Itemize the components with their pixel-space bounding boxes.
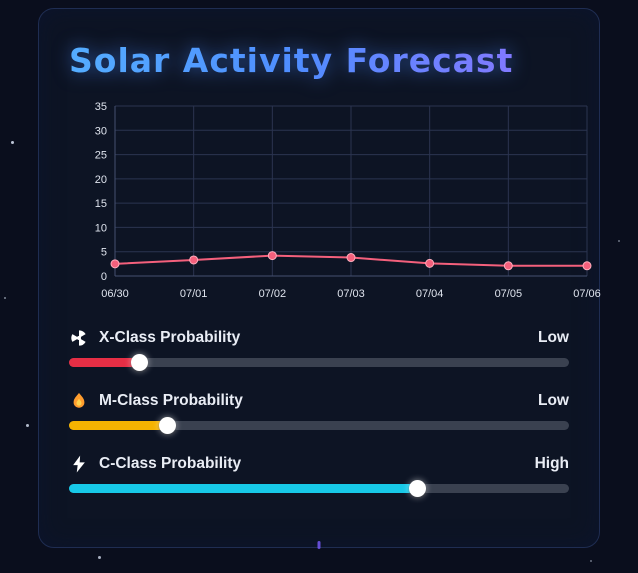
m-class-slider[interactable] bbox=[69, 416, 569, 434]
svg-text:10: 10 bbox=[95, 222, 107, 234]
svg-text:07/03: 07/03 bbox=[337, 288, 365, 300]
star bbox=[618, 240, 620, 242]
svg-text:07/02: 07/02 bbox=[259, 288, 287, 300]
svg-text:30: 30 bbox=[95, 125, 107, 137]
flame-icon bbox=[69, 391, 88, 410]
c-class-slider-fill bbox=[69, 484, 417, 493]
page-title: Solar Activity Forecast bbox=[69, 41, 571, 80]
svg-text:5: 5 bbox=[101, 247, 107, 259]
svg-text:06/30: 06/30 bbox=[101, 288, 129, 300]
svg-text:25: 25 bbox=[95, 150, 107, 162]
solar-forecast-panel: Solar Activity Forecast 0 5 10 15 20 25 30 35 06… bbox=[38, 8, 601, 549]
star bbox=[26, 424, 29, 427]
svg-text:07/06: 07/06 bbox=[573, 288, 601, 300]
m-class-slider-fill bbox=[69, 421, 167, 430]
c-class-slider-thumb[interactable] bbox=[408, 479, 426, 497]
svg-text:20: 20 bbox=[95, 174, 107, 186]
star bbox=[4, 297, 6, 299]
svg-text:0: 0 bbox=[101, 271, 107, 283]
slider-level-x-class: Low bbox=[538, 328, 569, 346]
svg-text:07/01: 07/01 bbox=[180, 288, 208, 300]
slider-label-x-class: X-Class Probability bbox=[99, 328, 241, 346]
slider-label-m-class: M-Class Probability bbox=[99, 391, 243, 409]
chart-container: 0 5 10 15 20 25 30 35 06/30 07/01 07/02 07/03 07/04 0… bbox=[81, 98, 601, 306]
star bbox=[590, 560, 592, 562]
x-class-slider[interactable] bbox=[69, 353, 569, 371]
panel-accent bbox=[317, 541, 321, 549]
slider-group-m-class: M-Class Probability Low bbox=[69, 391, 569, 434]
slider-label-c-class: C-Class Probability bbox=[99, 454, 242, 472]
x-class-slider-thumb[interactable] bbox=[131, 353, 148, 371]
star bbox=[11, 141, 14, 144]
m-class-slider-thumb[interactable] bbox=[158, 416, 176, 434]
forecast-chart: 0 5 10 15 20 25 30 35 06/30 07/01 07/02 07/03 07/04 0… bbox=[95, 101, 601, 300]
radiation-icon bbox=[69, 328, 88, 347]
star bbox=[98, 556, 101, 559]
slider-group-x-class: X-Class Probability Low bbox=[69, 328, 569, 371]
slider-level-m-class: Low bbox=[538, 391, 569, 409]
slider-group-c-class: C-Class Probability High bbox=[69, 454, 569, 497]
svg-text:07/04: 07/04 bbox=[416, 288, 444, 300]
bolt-icon bbox=[69, 454, 88, 473]
slider-level-c-class: High bbox=[534, 454, 569, 472]
c-class-slider[interactable] bbox=[69, 479, 569, 497]
svg-text:15: 15 bbox=[95, 198, 107, 210]
x-class-slider-fill bbox=[69, 358, 139, 367]
svg-text:35: 35 bbox=[95, 101, 107, 113]
svg-text:07/05: 07/05 bbox=[495, 288, 523, 300]
